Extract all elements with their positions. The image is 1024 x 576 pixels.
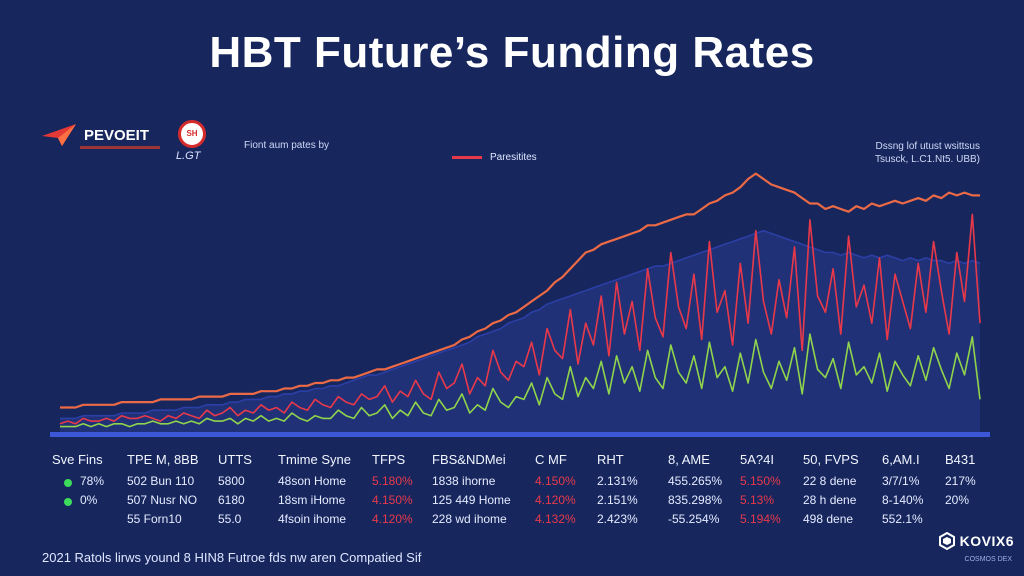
note-line-2: Tsusck, L.C1.Nt5. UBB)	[874, 154, 980, 165]
table-row: 78% 502 Bun 110 5800 48son Home 5.180% 1838 i…	[0, 474, 1024, 492]
partner-logo: SH L.GT	[176, 120, 236, 166]
column-header: 8, AME	[668, 452, 710, 467]
status-dot	[64, 479, 72, 487]
note-line-1: Dssng lof utust wsittsus	[875, 141, 980, 152]
table-cell: 8-140%	[882, 493, 924, 507]
table-cell: 552.1%	[882, 512, 923, 526]
table-cell: 1838 ihorne	[432, 474, 496, 488]
table-cell: 20%	[945, 493, 970, 507]
table-cell: 498 dene	[803, 512, 854, 526]
brand-logo: PEVOEIT	[42, 124, 149, 146]
table-cell: 5.150%	[740, 474, 781, 488]
table-cell: 22 8 dene	[803, 474, 857, 488]
column-header: TFPS	[372, 452, 406, 467]
brand-name: PEVOEIT	[84, 126, 150, 144]
x-axis-baseline	[50, 432, 990, 437]
chart-note: Dssng lof utust wsittsus Tsusck, L.C1.Nt…	[875, 140, 980, 166]
corner-logo-subtitle: COSMOS DEX	[964, 556, 1012, 563]
page-title: HBT Future’s Funding Rates	[209, 28, 815, 77]
legend-swatch	[452, 156, 482, 159]
column-header: C MF	[535, 452, 567, 467]
legend-label: Paresitites	[490, 152, 537, 163]
table-cell: -55.254%	[668, 512, 720, 526]
table-cell: 4.120%	[535, 493, 576, 507]
table-cell: 55.0	[218, 512, 242, 526]
table-cell: 2.151%	[597, 493, 638, 507]
table-cell: 28 h dene	[803, 493, 857, 507]
table-cell: 48son Home	[278, 474, 347, 488]
table-cell: 125 449 Home	[432, 493, 511, 507]
table-cell: 455.265%	[668, 474, 723, 488]
table-cell: 5.194%	[740, 512, 781, 526]
corner-logo: KOVIX6	[938, 532, 1014, 550]
footer-caption: 2021 Ratols lirws yound 8 HIN8 Futroe fd…	[42, 550, 422, 565]
brand-underline	[80, 146, 160, 149]
table-cell: 4.120%	[372, 512, 413, 526]
table-cell: 2.131%	[597, 474, 638, 488]
column-header: 6,AM.I	[882, 452, 920, 467]
funding-rate-chart	[50, 172, 990, 437]
table-cell: 3/7/1%	[882, 474, 920, 488]
status-dot	[64, 498, 72, 506]
column-header: 5A?4I	[740, 452, 774, 467]
table-header: Sve Fins TPE M, 8BB UTTS Tmime Syne TFPS FBS&…	[0, 452, 1024, 470]
column-header: TPE M, 8BB	[127, 452, 199, 467]
column-header: 50, FVPS	[803, 452, 859, 467]
series-line-1	[60, 172, 980, 409]
table-cell: 502 Bun 110	[127, 474, 195, 488]
table-cell: 5.13%	[740, 493, 775, 507]
table-cell: 2.423%	[597, 512, 638, 526]
corner-logo-name: KOVIX6	[959, 533, 1014, 549]
table-cell: 4.150%	[372, 493, 413, 507]
table-cell: 835.298%	[668, 493, 723, 507]
table-cell: 5.180%	[372, 474, 413, 488]
column-header: Tmime Syne	[278, 452, 351, 467]
table-cell: 5800	[218, 474, 245, 488]
table-cell: 78%	[80, 474, 105, 488]
powered-by-text: Fiont aum pates by	[244, 140, 330, 151]
series-line-3	[60, 333, 981, 428]
table-cell: 4fsoin ihome	[278, 512, 347, 526]
paper-plane-icon	[42, 124, 76, 146]
table-cell: 228 wd ihome	[432, 512, 507, 526]
series-line-0	[59, 213, 981, 425]
column-header: FBS&NDMei	[432, 452, 506, 467]
chart-legend: Paresitites	[452, 152, 537, 163]
table-cell: 217%	[945, 474, 976, 488]
partner-text: L.GT	[176, 150, 201, 162]
table-cell: 0%	[80, 493, 98, 507]
table-row: 55 Forn10 55.0 4fsoin ihome 4.120% 228 wd ih…	[0, 512, 1024, 530]
column-header: RHT	[597, 452, 624, 467]
column-header: Sve Fins	[52, 452, 103, 467]
column-header: B431	[945, 452, 976, 467]
partner-badge: SH	[178, 120, 206, 148]
table-cell: 18sm iHome	[278, 493, 346, 507]
table-cell: 6180	[218, 493, 245, 507]
table-cell: 55 Forn10	[127, 512, 182, 526]
table-cell: 507 Nusr NO	[127, 493, 198, 507]
table-cell: 4.150%	[535, 474, 576, 488]
column-header: UTTS	[218, 452, 252, 467]
series-area-blue	[60, 230, 980, 432]
table-row: 0% 507 Nusr NO 6180 18sm iHome 4.150% 125 449…	[0, 493, 1024, 511]
table-cell: 4.132%	[535, 512, 576, 526]
hexagon-icon	[938, 532, 955, 550]
series-line-2	[60, 229, 981, 420]
